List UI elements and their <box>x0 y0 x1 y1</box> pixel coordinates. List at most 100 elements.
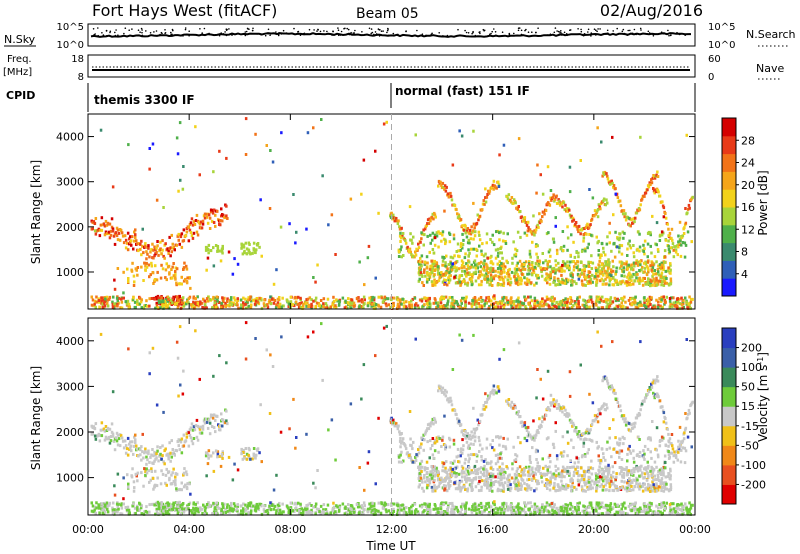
range-cell <box>141 244 144 248</box>
range-cell <box>682 305 685 309</box>
colorbar-tick-label: 24 <box>741 157 755 170</box>
range-cell <box>626 481 629 485</box>
range-cell <box>498 300 502 304</box>
range-cell <box>655 278 658 282</box>
nsky-dot <box>218 34 221 37</box>
range-cell <box>184 234 188 238</box>
range-cell <box>648 181 651 185</box>
range-cell <box>559 299 563 303</box>
range-cell <box>455 260 459 263</box>
range-cell <box>628 271 631 275</box>
colorbar-swatch <box>722 242 736 261</box>
range-cell <box>568 473 571 477</box>
range-cell <box>620 274 623 278</box>
range-cell <box>584 276 587 280</box>
range-cell <box>650 385 654 389</box>
range-cell <box>515 411 519 415</box>
nsky-dot <box>380 30 383 32</box>
range-cell <box>377 303 380 307</box>
range-cell <box>561 205 564 209</box>
range-cell <box>199 300 202 304</box>
range-cell <box>487 396 491 400</box>
range-cell <box>396 305 400 309</box>
range-cell <box>662 482 666 485</box>
range-cell <box>134 267 138 271</box>
range-cell <box>384 302 388 306</box>
range-cell <box>428 479 431 483</box>
range-cell <box>566 414 569 418</box>
range-cell <box>417 451 421 455</box>
range-cell <box>512 406 515 410</box>
range-cell <box>612 213 615 217</box>
range-cell <box>253 456 257 460</box>
range-cell <box>684 426 688 430</box>
range-cell <box>659 480 663 484</box>
range-cell <box>555 248 559 252</box>
range-cell <box>470 489 474 492</box>
range-cell <box>224 305 228 308</box>
range-cell <box>452 233 456 237</box>
range-cell <box>550 267 554 271</box>
range-cell <box>599 253 602 257</box>
range-cell <box>201 424 205 428</box>
range-cell <box>551 237 555 241</box>
range-cell <box>572 304 575 308</box>
range-cell <box>172 501 175 505</box>
range-cell <box>161 454 164 458</box>
nsky-dot <box>517 29 520 32</box>
range-cell <box>507 273 511 277</box>
range-cell <box>533 283 536 287</box>
range-cell <box>136 447 139 451</box>
range-cell <box>374 306 377 310</box>
range-cell <box>182 279 186 283</box>
range-cell <box>594 417 598 421</box>
range-cell <box>541 192 545 196</box>
range-cell <box>612 470 615 474</box>
range-cell <box>475 247 478 251</box>
range-cell <box>575 303 578 307</box>
range-cell <box>575 225 579 229</box>
range-cell <box>462 279 465 283</box>
range-cell <box>216 450 220 454</box>
nsky-dot <box>164 32 166 35</box>
nsky-dot <box>225 29 228 32</box>
range-cell <box>566 209 569 213</box>
range-cell <box>444 295 448 299</box>
range-cell <box>662 260 665 264</box>
range-cell <box>271 160 275 164</box>
range-cell <box>496 472 500 476</box>
range-cell <box>634 421 637 425</box>
range-cell <box>647 304 650 308</box>
range-cell <box>535 191 538 195</box>
range-cell <box>187 301 190 305</box>
range-cell <box>255 248 258 252</box>
range-cell <box>581 474 584 478</box>
range-cell <box>505 259 508 263</box>
range-cell <box>182 485 186 489</box>
range-cell <box>204 454 208 458</box>
range-cell <box>529 255 532 259</box>
range-cell <box>498 481 501 485</box>
nsky-dot <box>612 30 614 32</box>
range-cell <box>429 219 432 223</box>
range-cell <box>324 302 328 306</box>
range-cell <box>148 275 151 279</box>
range-cell <box>420 237 423 241</box>
range-cell <box>445 271 448 275</box>
range-cell <box>465 274 468 278</box>
range-cell <box>534 228 538 232</box>
range-cell <box>480 273 484 277</box>
range-cell <box>652 378 655 382</box>
range-cell <box>331 301 335 305</box>
range-cell <box>582 236 586 240</box>
range-cell <box>487 189 490 193</box>
range-cell <box>517 268 520 272</box>
range-cell <box>515 281 518 285</box>
range-cell <box>494 269 497 273</box>
range-cell <box>669 262 672 266</box>
range-cell <box>448 296 451 300</box>
range-cell <box>589 281 592 285</box>
range-cell <box>446 302 449 306</box>
range-cell <box>643 476 646 479</box>
range-cell <box>597 267 600 271</box>
